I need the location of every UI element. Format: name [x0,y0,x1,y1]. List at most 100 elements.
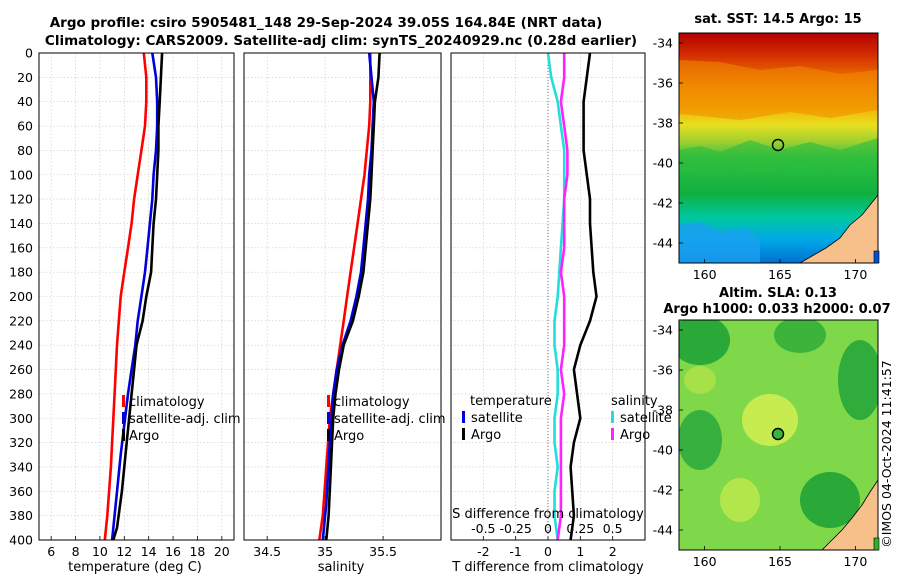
sst-map [678,32,880,264]
series-line-temperature-argo [569,52,598,541]
sst-map-axes: 160 165 170 -34 -36 -38 -40 -42 -44 [653,36,868,283]
lat-tick-label: -42 [653,196,673,211]
x-tick-label: 16 [165,544,181,559]
lon-tick-label: 160 [693,267,717,282]
depth-tick-label: 100 [9,167,33,182]
depth-tick-label: 140 [9,216,33,231]
depth-tick-label: 180 [9,265,33,280]
sla-dark-patch-5 [800,472,860,528]
depth-tick-label: 320 [9,435,33,450]
depth-tick-label: 120 [9,192,33,207]
depth-tick-label: 280 [9,386,33,401]
x-tick-label: 6 [47,544,55,559]
s-diff-tick-label: -0.5 [471,521,495,536]
x-tick-label: 18 [189,544,205,559]
depth-tick-label: 380 [9,508,33,523]
sla-map-detail [679,320,878,550]
sla-map [678,319,880,551]
series-line-salinity-satellite [556,53,569,541]
series-line-argo [112,52,164,541]
sst-land [799,194,878,263]
legend-swatch [611,411,614,423]
x-tick-label: -2 [477,544,489,559]
x-tick-label: 14 [141,544,157,559]
s-diff-tick-label: 0 [544,521,552,536]
temperature-panel: 0 20 40 60 80 100 120 140 160 180 200 220 240 260 280 3… [9,46,240,560]
lat-tick-label: -38 [653,403,673,418]
x-tick-label: 8 [72,544,80,559]
difference-top-xlabel: S difference from climatology [452,507,644,522]
s-diff-tick-label: -0.25 [499,521,531,536]
depth-tick-label: 20 [17,70,33,85]
sst-cool-patch [679,222,760,263]
x-tick-label: 12 [116,544,132,559]
lon-tick-label: 165 [768,267,792,282]
salinity-xlabel: salinity [318,560,365,575]
lat-tick-label: -44 [653,523,673,538]
series-line-climatology [318,53,372,541]
series-line-satellite-adj-clim [110,52,159,541]
x-tick-label: 2 [609,544,617,559]
s-diff-tick-label: 0.5 [603,521,623,536]
sla-light-patch-1 [742,394,798,446]
legend-label: climatology [129,395,205,410]
x-tick-label: -1 [509,544,521,559]
x-tick-label: 35 [317,544,333,559]
sst-map-title: sat. SST: 14.5 Argo: 15 [694,12,861,27]
lat-tick-label: -34 [653,36,673,51]
legend-swatch [122,412,125,424]
legend-swatch [611,428,614,440]
legend-label: climatology [334,395,410,410]
x-tick-label: 1 [576,544,584,559]
lon-tick-label: 165 [768,554,792,569]
legend-label: Argo [129,429,159,444]
depth-tick-label: 200 [9,289,33,304]
series-line-climatology [103,52,148,541]
lat-tick-label: -34 [653,323,673,338]
legend-group-title: temperature [470,394,552,409]
lat-tick-label: -44 [653,236,673,251]
legend-swatch [462,428,465,440]
sla-dark-patch-1 [679,320,730,365]
depth-tick-label: 0 [25,46,33,61]
sla-map-axes: 160 165 170 -34 -36 -38 -40 -42 -44 [653,323,868,570]
difference-panel: -2 -1 0 1 2-0.5 -0.25 0 0.25 0.5temperaturesatel… [450,52,672,559]
title-line-2: Climatology: CARS2009. Satellite-adj cli… [45,33,637,49]
salinity-panel: 34.5 35 35.5 climatology satellite-adj. clim… [243,52,446,559]
legend-swatch [462,411,465,423]
sla-light-patch-3 [684,366,716,394]
series-line-argo [325,52,381,541]
legend-label: satellite [471,411,523,426]
sla-map-title-1: Altim. SLA: 0.13 [719,286,837,301]
series-line-temperature-satellite [546,52,566,541]
sst-map-detail [679,60,878,263]
lat-tick-label: -36 [653,76,673,91]
difference-xlabel: T difference from climatology [451,560,644,575]
plot-frame [243,52,442,541]
depth-tick-label: 400 [9,533,33,548]
sla-map-title-2: Argo h1000: 0.033 h2000: 0.07 [663,302,890,317]
sla-dark-patch-2 [774,320,826,353]
sst-argo-marker [771,138,785,152]
sla-map-frame [678,319,879,551]
legend-label: Argo [620,428,650,443]
x-tick-label: 34.5 [253,544,281,559]
lat-tick-label: -36 [653,363,673,378]
lat-tick-label: -42 [653,483,673,498]
depth-tick-label: 60 [17,119,33,134]
lon-tick-label: 170 [843,267,867,282]
x-tick-label: 10 [92,544,108,559]
sla-light-patch-2 [720,478,760,522]
depth-tick-label: 160 [9,240,33,255]
lon-tick-label: 160 [693,554,717,569]
legend-label: Argo [334,429,364,444]
x-tick-label: 35.5 [369,544,397,559]
sla-dark-patch-3 [838,340,878,420]
legend-label: satellite [620,411,672,426]
imos-credit: ©IMOS 04-Oct-2024 11:41:57 [879,360,894,548]
sla-argo-marker [771,427,785,441]
legend-swatch [122,395,125,407]
legend-label: Argo [471,428,501,443]
sst-warm-tongue [679,60,878,120]
